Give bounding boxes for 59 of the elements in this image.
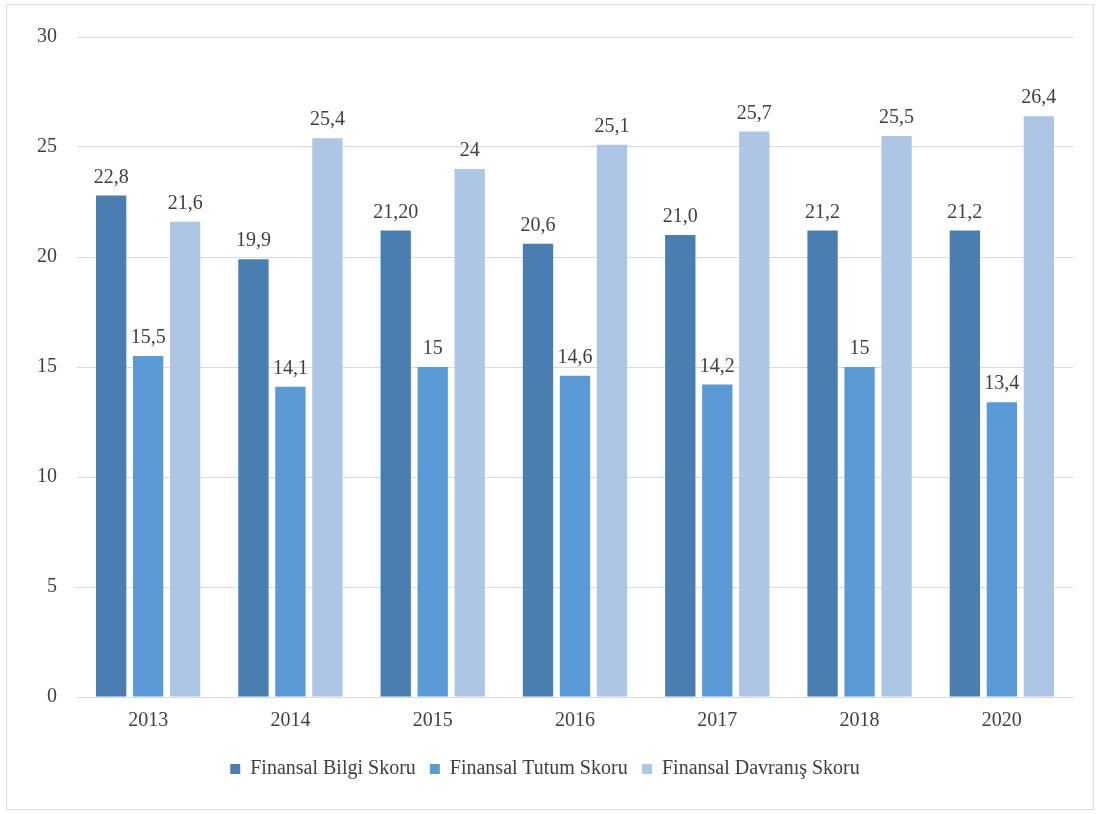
bar [807,230,838,697]
x-tick-label: 2017 [697,708,738,731]
bar [702,384,733,697]
data-label: 26,4 [1021,85,1057,108]
legend-label: Finansal Tutum Skoru [449,756,628,779]
data-label: 15 [849,336,870,359]
y-tick-label: 25 [37,134,57,157]
bar [949,230,981,697]
x-tick-label: 2018 [839,708,880,731]
data-label: 20,6 [520,213,556,236]
x-tick-label: 2014 [270,708,311,731]
x-tick-label: 2015 [412,708,453,731]
data-label: 25,5 [879,105,915,128]
x-tick-label: 2016 [555,708,595,731]
bar [132,356,164,697]
data-label: 25,7 [736,100,772,123]
bar [95,195,127,697]
bar [844,367,875,697]
y-tick-label: 30 [37,24,57,47]
data-label: 24 [459,138,480,161]
bar [522,243,554,697]
data-label: 15 [422,336,443,359]
data-label: 21,6 [167,191,203,214]
data-label: 21,0 [662,204,698,227]
bar [739,131,770,697]
bar [986,402,1018,697]
y-tick-label: 5 [47,574,57,597]
data-label: 14,2 [699,353,735,376]
bar [380,230,411,697]
bar [665,235,696,697]
y-tick-label: 15 [37,354,57,377]
data-label: 14,1 [272,356,308,379]
bar [1023,116,1055,697]
data-label: 25,1 [594,114,630,137]
data-label: 15,5 [130,325,166,348]
y-tick-label: 10 [37,464,57,487]
bar [596,144,628,697]
x-tick-label: 2013 [128,708,169,731]
data-label: 21,20 [373,199,419,222]
bar [559,375,591,697]
data-label: 25,4 [309,107,345,130]
data-label: 21,2 [805,199,841,222]
data-label: 19,9 [235,228,271,251]
y-tick-label: 20 [37,244,57,267]
data-label: 14,6 [557,345,593,368]
bar [312,138,343,697]
y-tick-label: 0 [47,684,57,707]
bar [275,386,306,697]
data-label: 22,8 [93,164,129,187]
data-label: 21,2 [947,199,983,222]
data-label: 13,4 [984,371,1020,394]
bar [169,221,201,697]
bar [417,367,448,697]
bar [454,169,485,697]
bar [881,136,912,697]
legend-label: Finansal Bilgi Skoru [250,756,416,780]
legend-label: Finansal Davranış Skoru [662,756,860,780]
x-tick-label: 2020 [981,708,1022,731]
bar [238,259,269,697]
